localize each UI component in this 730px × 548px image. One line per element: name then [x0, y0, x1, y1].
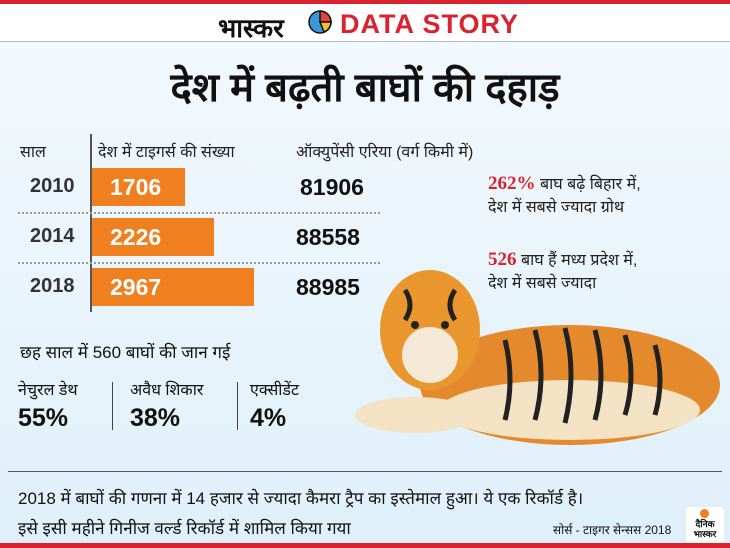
top-bar	[0, 0, 730, 4]
death-label: अवैध शिकार	[130, 382, 204, 399]
tiger-count-bar: 1706	[92, 168, 186, 206]
note-highlight: 526	[488, 249, 517, 270]
bottom-bar	[0, 543, 730, 548]
year-label: 2018	[30, 275, 75, 297]
tiger-count-bar: 2967	[92, 268, 254, 306]
footer-line-2: इसे इसी महीने गिनीज वर्ल्ड रिकॉर्ड में श…	[18, 519, 351, 538]
row-separator	[18, 262, 380, 264]
note-text: देश में सबसे ज्यादा ग्रोथ	[488, 199, 625, 216]
note-mp: 526 बाघ हैं मध्य प्रदेश में, देश में सबसे…	[488, 248, 637, 293]
occupancy-value: 81906	[300, 174, 364, 200]
note-text: बाघ हैं मध्य प्रदेश में,	[516, 252, 638, 269]
death-label: नेचुरल डेथ	[18, 382, 78, 399]
count-header: देश में टाइगर्स की संख्या	[98, 144, 235, 161]
occupancy-value: 88985	[296, 274, 360, 300]
death-label: एक्सीडेंट	[250, 382, 300, 399]
divider	[237, 382, 238, 430]
brand-logo: भास्कर	[218, 13, 284, 43]
death-value: 38%	[130, 404, 181, 432]
divider	[8, 471, 722, 472]
dainik-bhaskar-logo: दैनिक भास्कर	[686, 507, 724, 543]
tiger-image	[355, 270, 720, 445]
divider	[112, 382, 113, 430]
footer-line-1: 2018 में बाघों की गणना में 14 हजार से ज्…	[18, 489, 584, 508]
note-text: देश में सबसे ज्यादा	[488, 275, 597, 292]
occupancy-header: ऑक्युपेंसी एरिया (वर्ग किमी में)	[296, 144, 474, 161]
year-label: 2014	[30, 225, 75, 247]
death-value: 4%	[250, 404, 287, 432]
page-title: देश में बढ़ती बाघों की दहाड़	[170, 66, 560, 110]
pie-chart-icon	[308, 10, 332, 34]
axis-line	[90, 134, 92, 312]
occupancy-value: 88558	[296, 224, 360, 250]
row-separator	[18, 212, 380, 214]
data-story-tag: DATA STORY	[340, 9, 520, 39]
tiger-count-bar: 2226	[92, 218, 214, 256]
note-highlight: 262%	[488, 173, 536, 194]
deaths-title: छह साल में 560 बाघों की जान गई	[20, 343, 231, 362]
year-label: 2010	[30, 175, 75, 197]
note-bihar: 262% बाघ बढ़े बिहार में, देश में सबसे ज्य…	[488, 172, 641, 217]
death-value: 55%	[18, 404, 69, 432]
note-text: बाघ बढ़े बिहार में,	[535, 176, 641, 193]
year-header: साल	[20, 144, 46, 161]
header	[0, 4, 730, 42]
source-text: सोर्स - टाइगर सेन्सस 2018	[553, 523, 672, 537]
